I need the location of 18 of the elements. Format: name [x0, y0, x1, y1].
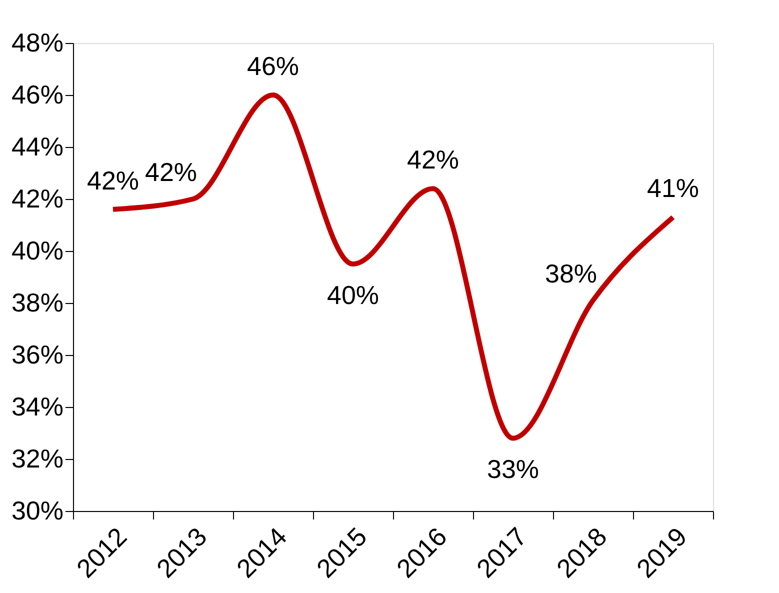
y-tick-label: 36%: [11, 340, 64, 370]
y-tick-label: 40%: [11, 236, 64, 266]
data-label: 41%: [646, 173, 700, 204]
data-label: 46%: [246, 51, 300, 81]
y-tick-label: 32%: [11, 444, 64, 474]
y-tick-label: 46%: [11, 80, 64, 110]
y-tick-label: 30%: [11, 496, 64, 526]
data-label: 40%: [326, 280, 380, 310]
data-label: 33%: [486, 454, 540, 484]
y-tick-label: 48%: [11, 28, 64, 58]
y-tick-label: 38%: [11, 288, 64, 318]
y-tick-label: 42%: [11, 184, 64, 214]
y-tick-label: 34%: [11, 392, 64, 422]
data-label: 38%: [544, 258, 598, 288]
data-label: 42%: [86, 165, 140, 196]
data-label: 42%: [406, 144, 460, 175]
data-label: 42%: [144, 157, 198, 187]
y-tick-label: 44%: [11, 132, 64, 162]
